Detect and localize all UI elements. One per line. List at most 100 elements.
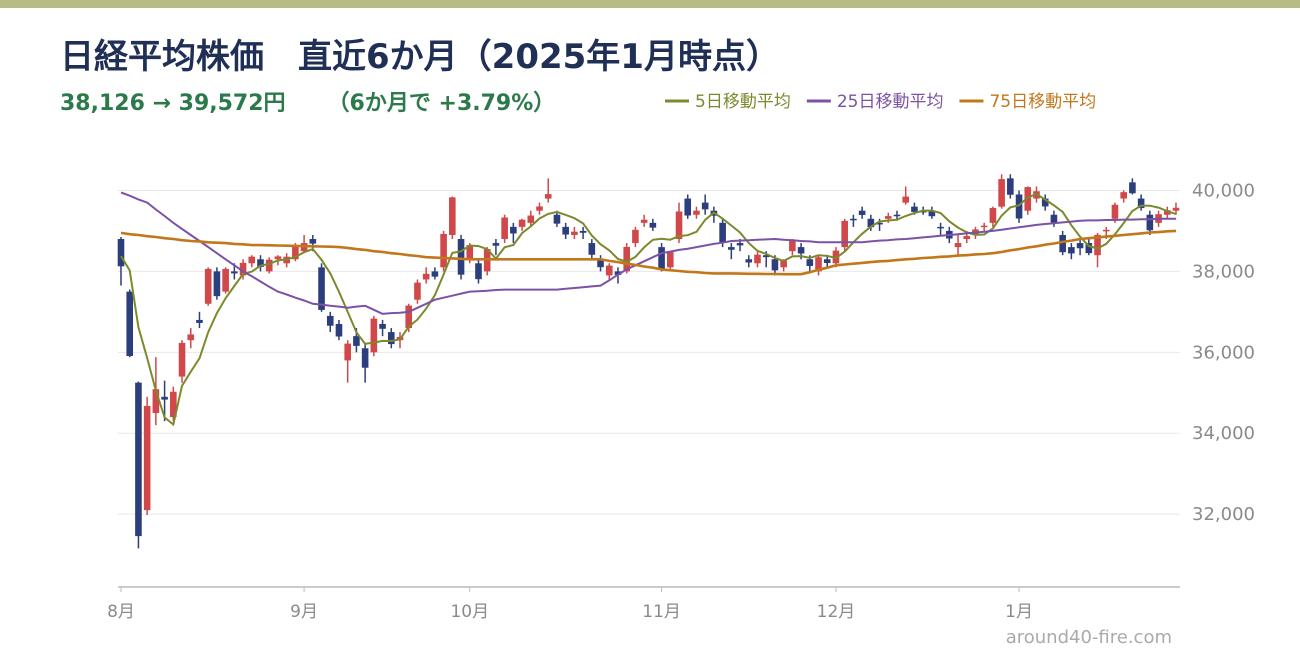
candle-body: [431, 271, 439, 277]
candle-body: [510, 226, 517, 234]
moving-average-line: [120, 192, 1177, 427]
candle-body: [1007, 178, 1014, 195]
candle-body: [806, 259, 814, 266]
subtitle: 38,126 → 39,572円: [60, 91, 286, 116]
candle-body: [1172, 207, 1180, 211]
candle-body: [152, 389, 160, 414]
candle-body: [884, 216, 892, 219]
candle-body: [1094, 234, 1101, 256]
candle-body: [562, 226, 569, 235]
candle-body: [1137, 198, 1145, 209]
candle-body: [571, 231, 578, 235]
candle-body: [989, 207, 997, 223]
x-tick-label: 9月: [290, 602, 318, 622]
candle-body: [614, 271, 622, 275]
candle-body: [632, 229, 639, 244]
candle-body: [980, 225, 988, 228]
x-tick-label: 1月: [1005, 602, 1033, 622]
candle-body: [414, 282, 421, 300]
candle-body: [527, 215, 535, 223]
candle-body: [318, 267, 325, 310]
candle-body: [1050, 214, 1058, 224]
candle-body: [876, 222, 883, 225]
candle-body: [196, 319, 203, 323]
candle-body: [893, 214, 901, 217]
candle-body: [736, 243, 744, 246]
candle-body: [135, 382, 142, 537]
candle-body: [449, 197, 456, 235]
y-tick-label: 32,000: [1192, 504, 1255, 525]
legend-label: 75日移動平均: [989, 92, 1096, 112]
candle-body: [379, 323, 386, 329]
candle-body: [858, 210, 866, 215]
candle-body: [422, 273, 430, 280]
candle-body: [728, 247, 735, 250]
candle-body: [239, 262, 247, 276]
top-band: [0, 0, 1300, 8]
candle-body: [867, 218, 875, 228]
candle-body: [623, 246, 631, 272]
candle-body: [789, 239, 796, 252]
candle-body: [649, 222, 657, 228]
candle-body: [579, 230, 587, 233]
candle-body: [143, 405, 151, 511]
candle-body: [178, 342, 186, 377]
candle-body: [754, 254, 761, 264]
candle-body: [117, 239, 125, 267]
candle-body: [370, 318, 378, 353]
candle-body: [170, 391, 177, 418]
candle-body: [257, 259, 264, 267]
candle-body: [222, 268, 229, 292]
candle-body: [815, 257, 822, 272]
candle-body: [675, 211, 683, 240]
candle-body: [1163, 210, 1171, 215]
x-tick-label: 12月: [817, 602, 856, 622]
candle-body: [1024, 187, 1032, 211]
candle-body: [553, 214, 561, 224]
candle-body: [126, 291, 134, 356]
candle-body: [161, 396, 168, 400]
candle-body: [1085, 243, 1093, 254]
candle-body: [353, 336, 360, 346]
candle-body: [326, 315, 334, 326]
legend-label: 25日移動平均: [837, 92, 944, 112]
chart-title: 日経平均株価 直近6か月（2025年1月時点）: [60, 37, 780, 77]
candle-body: [954, 243, 962, 248]
candle-body: [204, 268, 212, 304]
subtitle-note: （6か月で +3.79%）: [328, 91, 556, 116]
candle-body: [762, 255, 770, 258]
candle-body: [475, 263, 482, 280]
candle-body: [666, 252, 674, 268]
candle-body: [492, 243, 500, 246]
candle-body: [213, 271, 221, 297]
candle-body: [823, 259, 831, 263]
candle-body: [1120, 192, 1127, 199]
candle-body: [963, 236, 971, 240]
x-tick-label: 8月: [107, 602, 135, 622]
candle-body: [1041, 198, 1049, 207]
candle-body: [1102, 229, 1110, 232]
y-tick-label: 34,000: [1192, 423, 1255, 444]
candle-body: [361, 348, 369, 368]
x-tick-label: 10月: [450, 602, 489, 622]
candle-body: [701, 202, 709, 210]
candle-body: [292, 245, 299, 260]
moving-average-line: [120, 191, 1176, 315]
candle-body: [780, 259, 787, 268]
candle-body: [998, 179, 1005, 207]
candle-body: [902, 196, 910, 203]
candle-body: [605, 265, 613, 276]
candle-body: [1015, 194, 1023, 219]
candle-body: [518, 219, 526, 227]
y-tick-label: 38,000: [1192, 261, 1255, 282]
candle-body: [274, 256, 282, 260]
candle-body: [501, 217, 508, 240]
candle-body: [911, 206, 918, 212]
candle-body: [928, 210, 936, 217]
candle-body: [344, 343, 351, 361]
candle-body: [187, 334, 195, 341]
candle-body: [405, 305, 413, 329]
candle-body: [1068, 247, 1075, 254]
candle-body: [536, 206, 543, 211]
